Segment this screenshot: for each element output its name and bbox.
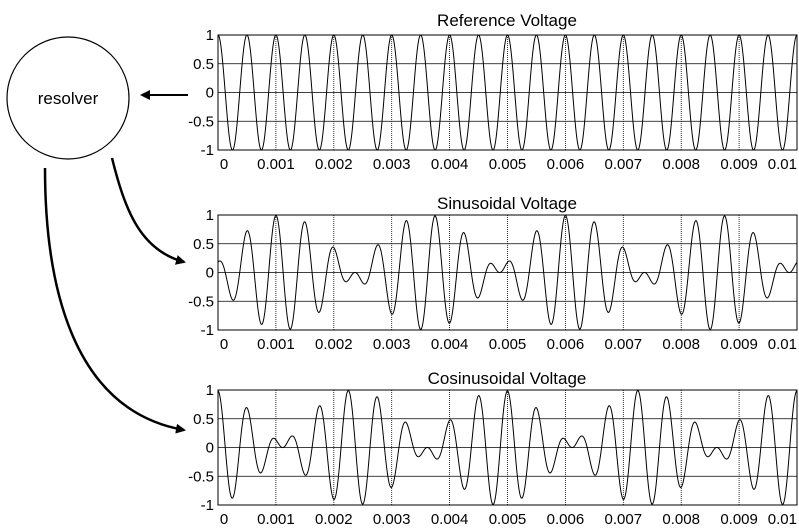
waveform-line	[217, 214, 798, 331]
resolver-circle	[6, 36, 130, 160]
x-tick-label: 0.009	[720, 336, 758, 353]
y-tick-label: 0.5	[193, 411, 214, 428]
y-tick-label: 1	[206, 382, 214, 399]
x-tick-label: 0.005	[489, 336, 527, 353]
plot-area: 1 0.5 0 -0.5 -1 0 0.001 0.002 0.003 0.004 0.005 0.0…	[188, 382, 798, 528]
y-tick-label: -0.5	[188, 293, 214, 310]
x-tick-label: 0.004	[431, 156, 469, 173]
x-tick-label: 0.002	[315, 511, 353, 528]
x-tick-label: 0.004	[431, 511, 469, 528]
x-tick-label: 0.01	[768, 156, 797, 173]
x-tick-label: 0.006	[547, 156, 585, 173]
reference-voltage-chart: Reference Voltage 1 0.5 0 -0.5 -1 0 0.001 0.002…	[188, 11, 798, 173]
x-tick-label: 0.001	[257, 156, 295, 173]
resolver-label: resolver	[38, 89, 99, 108]
x-tick-label: 0.007	[605, 336, 643, 353]
x-tick-label: 0	[220, 336, 228, 353]
cosinusoidal-voltage-chart: Cosinusoidal Voltage 1 0.5 0 -0.5 -1 0 0.001 0.…	[188, 369, 798, 528]
y-tick-label: 1	[206, 207, 214, 224]
x-tick-label: 0.002	[315, 336, 353, 353]
x-tick-label: 0.001	[257, 511, 295, 528]
y-tick-label: -0.5	[188, 468, 214, 485]
x-tick-label: 0.005	[489, 511, 527, 528]
y-tick-label: -1	[201, 322, 214, 339]
x-tick-label: 0.003	[373, 511, 411, 528]
y-tick-label: -1	[201, 497, 214, 514]
x-tick-label: 0.008	[662, 336, 700, 353]
x-tick-label: 0.006	[547, 511, 585, 528]
x-tick-label: 0.009	[720, 156, 758, 173]
resolver-block: resolver	[6, 36, 130, 160]
y-tick-label: 0.5	[193, 56, 214, 73]
waveform-line	[217, 389, 798, 506]
chart-title: Sinusoidal Voltage	[437, 194, 577, 213]
x-tick-label: 0.007	[605, 511, 643, 528]
x-tick-label: 0	[220, 511, 228, 528]
x-tick-label: 0.004	[431, 336, 469, 353]
x-tick-label: 0.006	[547, 336, 585, 353]
y-tick-label: 1	[206, 27, 214, 44]
plot-area: 1 0.5 0 -0.5 -1 0 0.001 0.002 0.003 0.004 0.005 0.0…	[188, 27, 798, 173]
signal-arrows	[43, 90, 188, 434]
y-tick-label: 0	[206, 265, 214, 282]
sinusoidal-voltage-chart: Sinusoidal Voltage 1 0.5 0 -0.5 -1 0 0.001 0.00…	[188, 194, 798, 353]
y-tick-label: -0.5	[188, 113, 214, 130]
x-tick-label: 0.001	[257, 336, 295, 353]
x-tick-label: 0.009	[720, 511, 758, 528]
y-tick-label: 0.5	[193, 236, 214, 253]
x-tick-label: 0.007	[605, 156, 643, 173]
x-tick-label: 0.01	[768, 511, 797, 528]
x-tick-label: 0	[220, 156, 228, 173]
x-tick-label: 0.008	[662, 511, 700, 528]
waveform-line	[217, 34, 798, 151]
x-tick-label: 0.005	[489, 156, 527, 173]
y-tick-label: 0	[206, 440, 214, 457]
x-tick-label: 0.002	[315, 156, 353, 173]
y-tick-label: -1	[201, 142, 214, 159]
chart-title: Reference Voltage	[437, 11, 577, 30]
x-tick-label: 0.003	[373, 336, 411, 353]
plot-area: 1 0.5 0 -0.5 -1 0 0.001 0.002 0.003 0.004 0.005 0.0…	[188, 207, 798, 353]
y-tick-label: 0	[206, 85, 214, 102]
cosinusoidal-arrow	[43, 167, 186, 434]
x-tick-label: 0.008	[662, 156, 700, 173]
sinusoidal-arrow	[110, 157, 186, 265]
x-tick-label: 0.01	[768, 336, 797, 353]
chart-title: Cosinusoidal Voltage	[428, 369, 587, 388]
x-tick-label: 0.003	[373, 156, 411, 173]
